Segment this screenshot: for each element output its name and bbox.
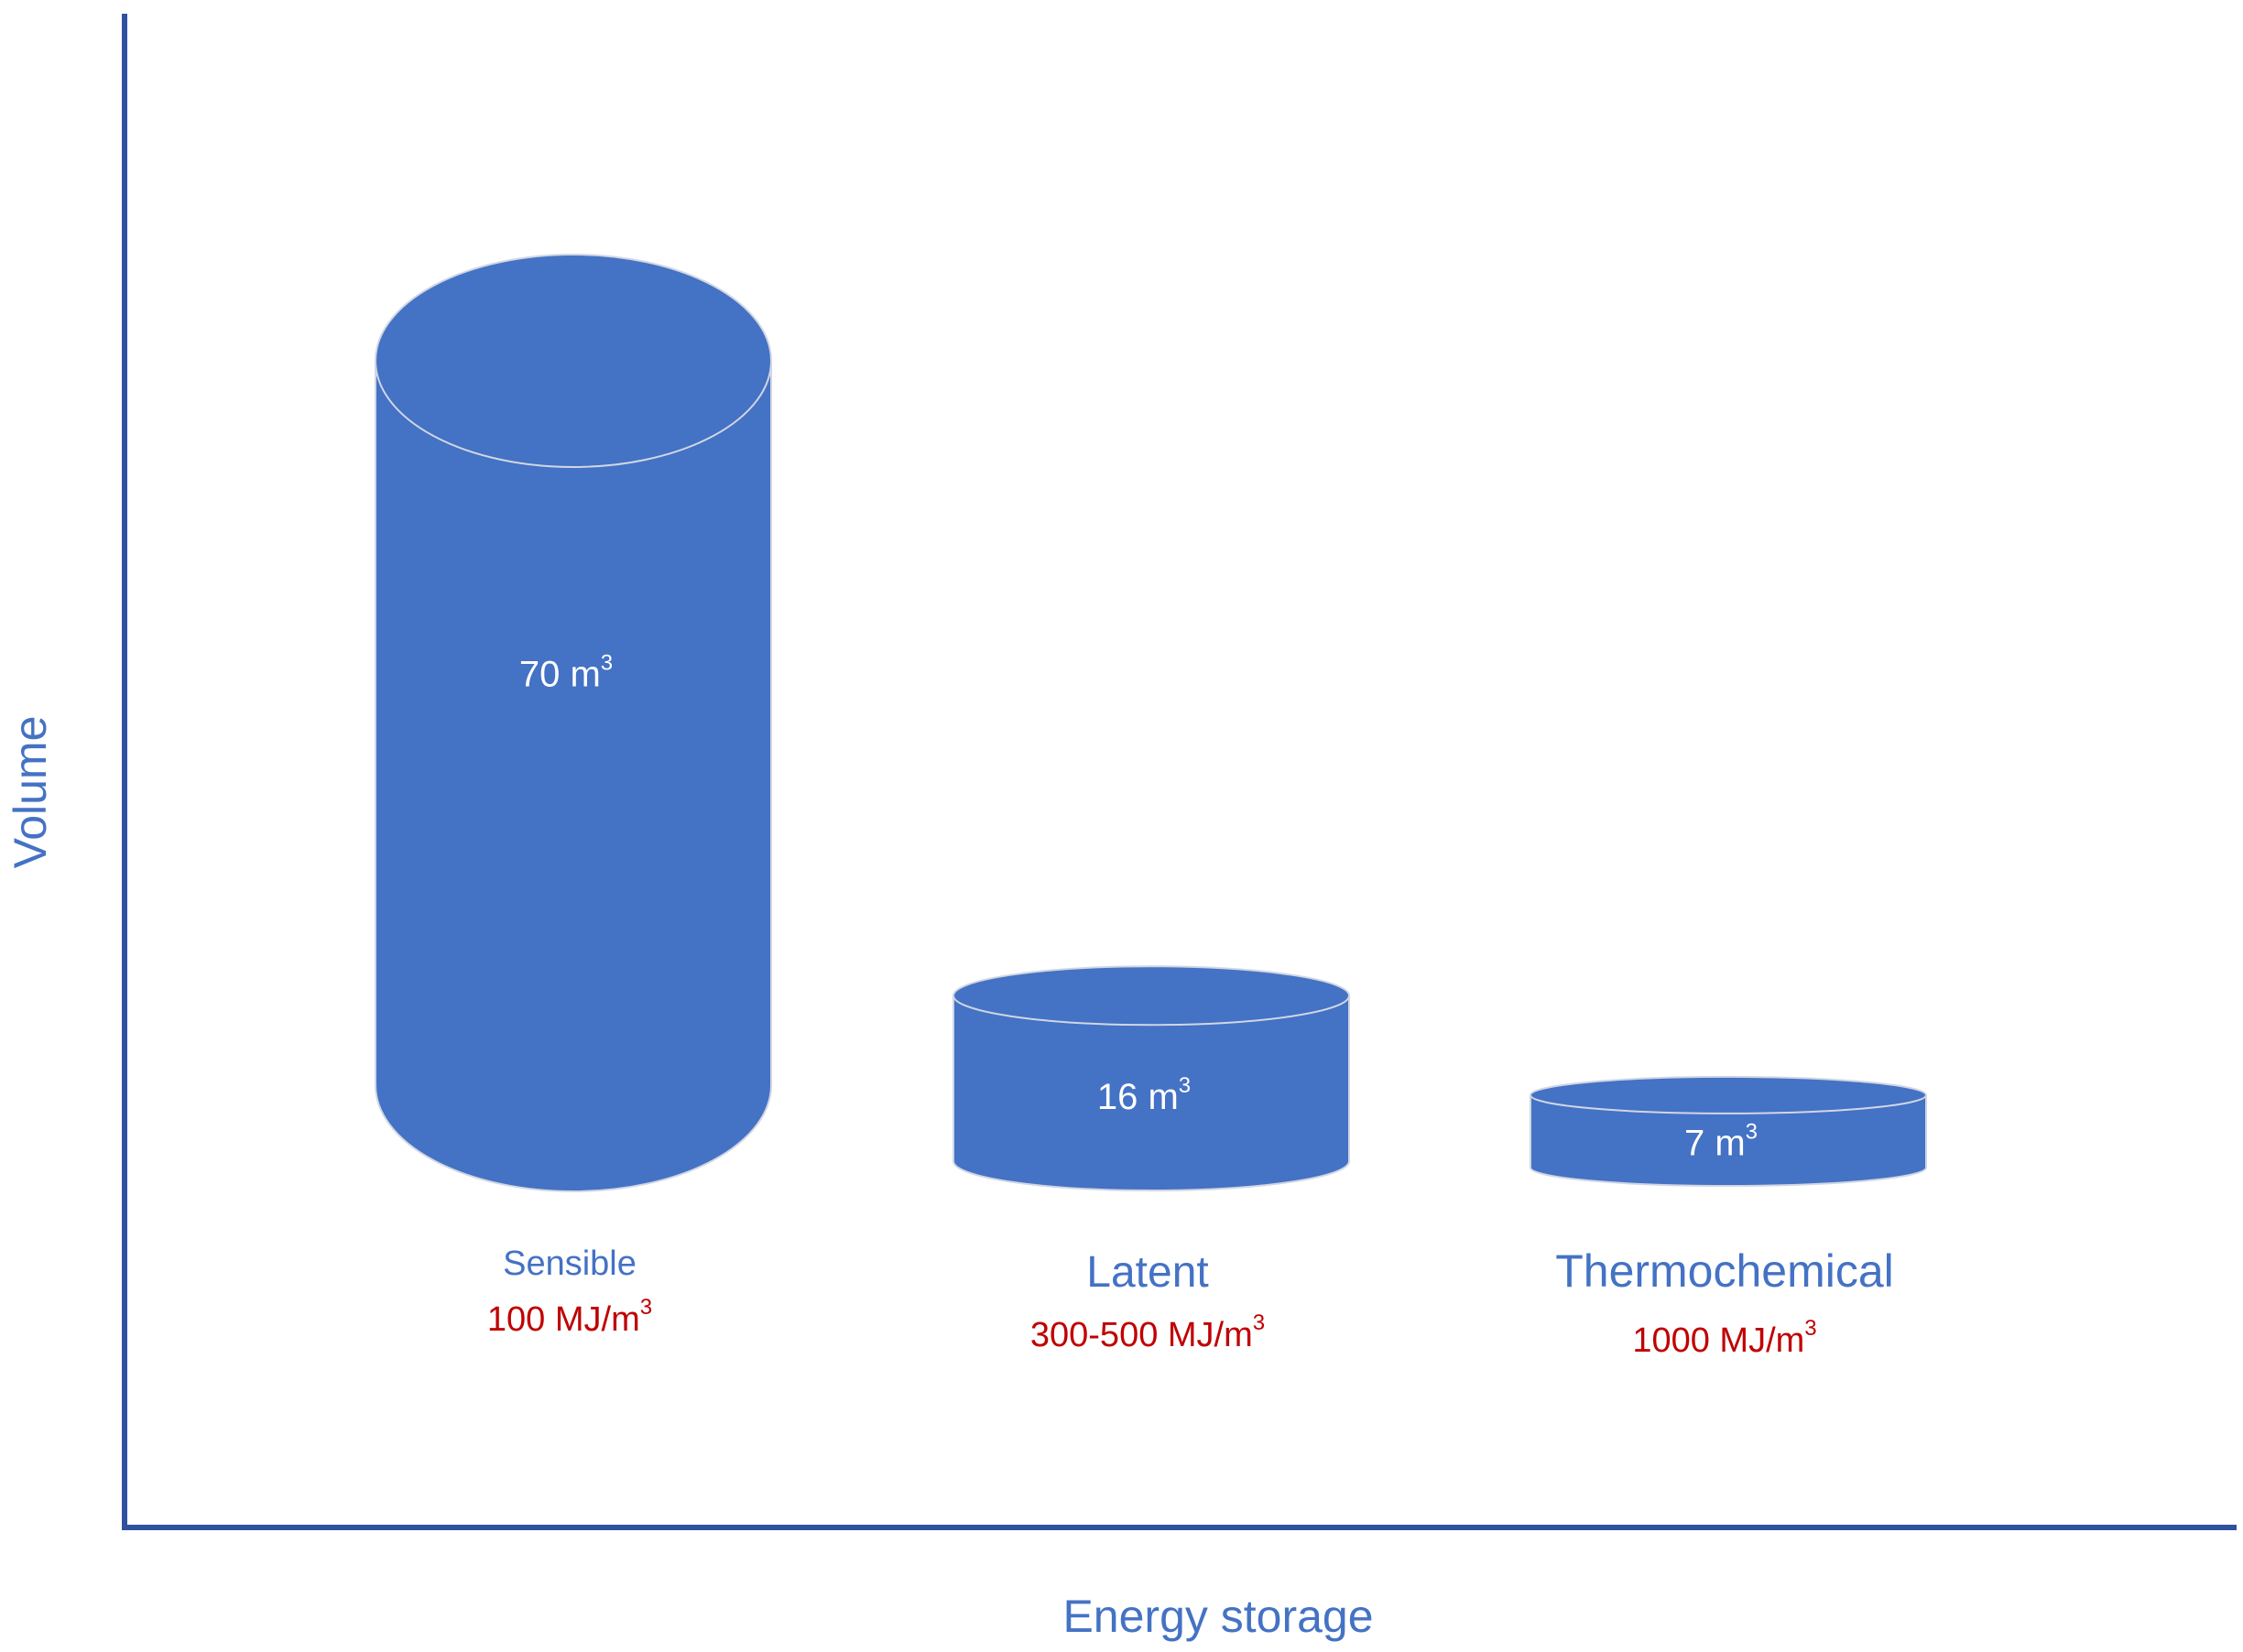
value-label-base: 16 m: [1097, 1077, 1179, 1117]
cylinder-bar: 70 m3: [375, 254, 772, 1192]
cylinder-body: [953, 994, 1350, 1191]
cylinder-top: [953, 965, 1350, 1027]
value-label: 70 m3: [519, 651, 613, 695]
cylinder-top: [375, 254, 772, 468]
value-label-base: 7 m: [1684, 1123, 1746, 1163]
density-label-sup: 3: [1253, 1310, 1265, 1335]
cylinder-body: [1530, 1093, 1927, 1187]
density-label-base: 300-500 MJ/m: [1030, 1316, 1253, 1354]
density-label: 1000 MJ/m3: [1632, 1316, 1816, 1360]
value-label: 7 m3: [1684, 1119, 1758, 1163]
category-label: Latent: [1086, 1248, 1208, 1297]
density-label-sup: 3: [1804, 1316, 1816, 1341]
x-axis-title: Energy storage: [1062, 1591, 1373, 1642]
density-label: 300-500 MJ/m3: [1030, 1310, 1265, 1354]
value-label-sup: 3: [1179, 1073, 1191, 1098]
cylinder-body: [375, 360, 772, 1192]
value-label-sup: 3: [601, 651, 613, 676]
value-label-base: 70 m: [519, 655, 601, 695]
density-label-sup: 3: [640, 1295, 652, 1320]
category-label: Thermochemical: [1555, 1245, 1894, 1297]
cylinder-bar: 16 m3: [953, 965, 1350, 1191]
cylinder-top: [1530, 1075, 1927, 1114]
cylinder-bar: 7 m3: [1530, 1075, 1927, 1187]
density-label-base: 100 MJ/m: [487, 1300, 640, 1339]
y-axis-title: Volume: [5, 716, 56, 869]
category-label: Sensible: [503, 1244, 637, 1283]
value-label-sup: 3: [1746, 1119, 1758, 1144]
value-label: 16 m3: [1097, 1073, 1191, 1117]
density-label-base: 1000 MJ/m: [1632, 1321, 1804, 1360]
density-label: 100 MJ/m3: [487, 1295, 652, 1339]
